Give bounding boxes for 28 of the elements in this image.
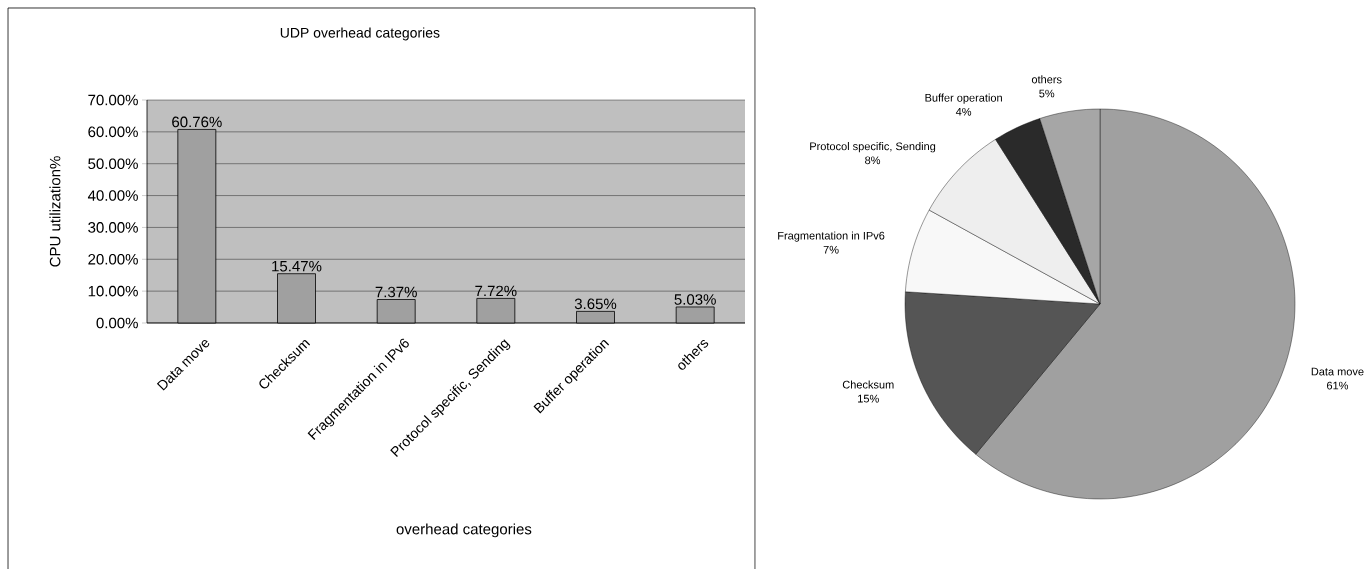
slice-label: Buffer operation (925, 93, 1002, 104)
x-axis-title: overhead categories (396, 523, 532, 538)
chart-title: UDP overhead categories (280, 27, 440, 41)
y-tick-label: 10.00% (88, 285, 138, 297)
data-label: 60.76% (172, 116, 222, 128)
data-label: 7.72% (475, 285, 517, 297)
data-label: 8% (865, 156, 881, 165)
y-tick-label: 40.00% (87, 190, 138, 201)
data-label: 3.65% (574, 298, 617, 310)
slice-label: Protocol specific, Sending (810, 142, 936, 153)
slice-label: Fragmentation in IPv6 (778, 231, 885, 242)
y-tick-label: 0.00% (96, 317, 138, 329)
slice-label: others (1031, 75, 1062, 84)
data-label: 15.47% (272, 260, 322, 272)
data-label: 4% (955, 107, 972, 116)
data-label: 61% (1327, 381, 1349, 390)
data-label: 5.03% (674, 294, 716, 305)
data-label: 15% (858, 394, 879, 403)
y-tick-label: 50.00% (88, 158, 138, 170)
data-label: 7% (823, 245, 839, 254)
data-label: 7.37% (375, 286, 417, 298)
y-tick-label: 20.00% (88, 253, 138, 265)
y-tick-label: 30.00% (88, 222, 138, 233)
y-tick-label: 60.00% (88, 126, 138, 138)
slice-label: Data move (1311, 367, 1364, 376)
data-label: 5% (1039, 89, 1055, 98)
y-tick-label: 70.00% (88, 94, 138, 106)
y-axis-title: CPU utilization% (49, 156, 61, 267)
